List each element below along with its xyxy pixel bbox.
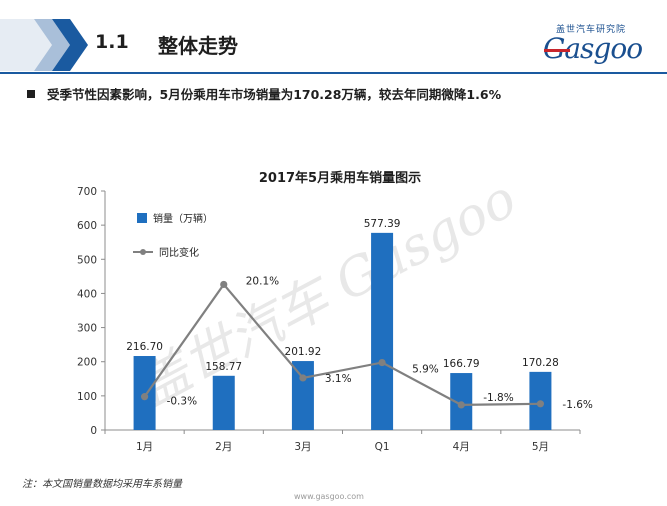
- yoy-line: [143, 282, 541, 407]
- legend-line-marker: [140, 249, 146, 255]
- bar-value-label: 166.79: [443, 358, 480, 370]
- bar-series: [133, 232, 552, 430]
- legend-bar-swatch: [137, 213, 147, 223]
- bullet-square-icon: [27, 90, 35, 98]
- line-point: [536, 400, 545, 408]
- y-tick-label: 300: [77, 323, 97, 335]
- y-axis: 0 100 200 300 400 500 600 700: [77, 186, 106, 437]
- bar: [371, 232, 394, 430]
- bar: [133, 356, 156, 430]
- section-title: 整体走势: [158, 34, 238, 58]
- x-tick-label: 4月: [453, 441, 470, 453]
- chart-legend: 销量（万辆） 同比变化: [133, 212, 213, 259]
- y-tick-label: 600: [77, 220, 97, 232]
- y-tick-label: 100: [77, 391, 97, 403]
- yoy-value-label: 3.1%: [325, 373, 352, 385]
- yoy-value-label: 5.9%: [412, 364, 439, 376]
- line-point: [378, 358, 386, 367]
- footnote: 注：本文国销量数据均采用车系销量: [22, 479, 182, 490]
- x-tick-label: 5月: [532, 441, 549, 453]
- chart-title: 2017年5月乘用车销量图示: [259, 170, 421, 186]
- x-tick-label: 2月: [215, 441, 232, 453]
- line-point: [457, 401, 465, 409]
- bar: [212, 375, 235, 430]
- yoy-value-label: -1.8%: [483, 392, 513, 404]
- summary-text: 受季节性因素影响，5月份乘用车市场销量为170.28万辆，较去年同期微降1.6%: [47, 87, 502, 102]
- x-tick-label: Q1: [375, 441, 390, 453]
- line-point: [220, 280, 228, 289]
- y-tick-label: 400: [77, 288, 97, 300]
- bar-value-label: 216.70: [126, 341, 163, 353]
- bar-value-label: 158.77: [205, 361, 242, 373]
- y-tick-label: 200: [77, 357, 97, 369]
- x-tick-label: 1月: [136, 441, 153, 453]
- bar: [291, 361, 314, 430]
- line-point: [140, 393, 149, 401]
- gasgoo-logo: Gasgoo: [543, 32, 643, 65]
- y-tick-label: 0: [90, 425, 97, 437]
- legend-bar-label: 销量（万辆）: [153, 212, 213, 225]
- chevron-arrow-icon: [0, 19, 88, 71]
- yoy-value-label: 20.1%: [246, 275, 279, 287]
- slide-header: 1.1 整体走势 盖世汽车研究院 Gasgoo: [0, 19, 667, 71]
- logo-subtitle: 盖世汽车研究院: [556, 25, 627, 35]
- sales-chart: 盖世汽车 Gasgoo 2017年5月乘用车销量图示 0100200300400…: [77, 169, 593, 453]
- logo-accent: [544, 49, 570, 52]
- line-point: [299, 374, 307, 382]
- y-tick-label: 500: [77, 254, 97, 266]
- yoy-value-label: -1.6%: [562, 399, 592, 411]
- x-tick-label: 3月: [294, 441, 311, 453]
- line-series: [140, 280, 545, 409]
- bar-value-label: 201.92: [285, 346, 322, 358]
- bar-value-label: 577.39: [364, 218, 401, 230]
- x-axis: 1月 2月 3月 Q1 4月 5月: [104, 429, 581, 453]
- section-number: 1.1: [95, 31, 129, 53]
- footer-url: www.gasgoo.com: [294, 492, 364, 501]
- data-labels: 216.70 158.77 201.92 577.39 166.79 170.28 -0.3…: [126, 218, 593, 411]
- header-divider: [0, 72, 667, 74]
- bar-value-label: 170.28: [522, 357, 559, 369]
- yoy-value-label: -0.3%: [167, 396, 197, 408]
- legend-line-label: 同比变化: [159, 246, 199, 259]
- y-tick-label: 700: [77, 186, 97, 198]
